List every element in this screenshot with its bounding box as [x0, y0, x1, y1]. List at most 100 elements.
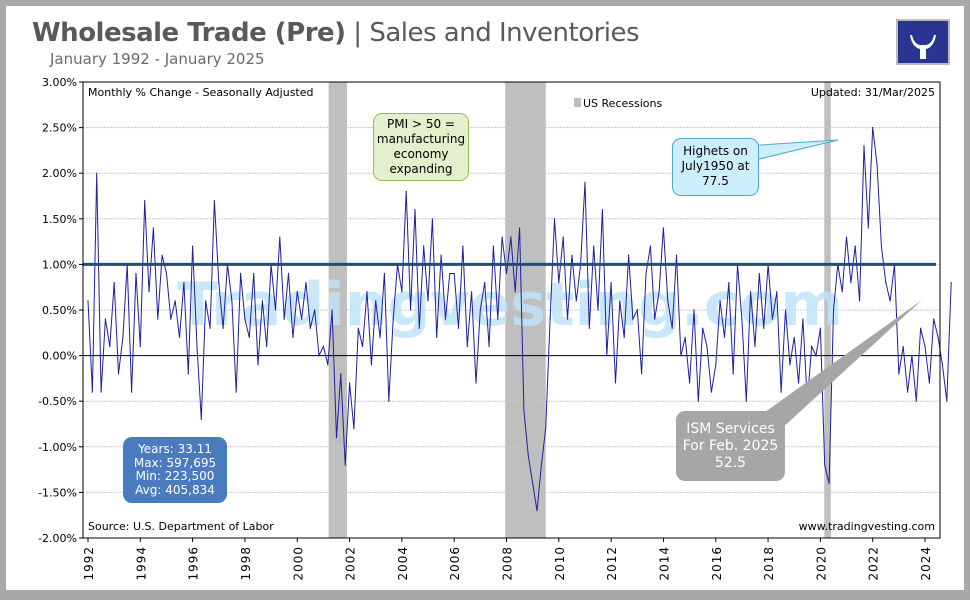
data-point	[715, 364, 717, 366]
data-point	[366, 291, 368, 293]
data-point	[697, 400, 699, 402]
x-tick-label: 2024	[919, 546, 933, 581]
data-point	[514, 291, 516, 293]
data-point	[388, 400, 390, 402]
stats-max: Max: 597,695	[133, 455, 217, 470]
x-tick-label: 1996	[187, 546, 201, 581]
ism-pointer	[765, 300, 922, 430]
data-point	[667, 300, 669, 302]
data-point	[257, 364, 259, 366]
data-point	[649, 245, 651, 247]
y-tick-label: 1.50%	[42, 213, 77, 226]
data-point	[802, 318, 804, 320]
data-point	[510, 236, 512, 238]
data-point	[571, 254, 573, 256]
pmi-line: PMI > 50 =	[387, 117, 455, 131]
data-point	[750, 291, 752, 293]
data-point	[484, 282, 486, 284]
data-point	[684, 336, 686, 338]
data-point	[645, 272, 647, 275]
data-point	[885, 282, 887, 284]
data-point	[937, 336, 939, 338]
data-point	[205, 300, 207, 302]
data-point	[178, 336, 181, 338]
highest-line: 77.5	[702, 174, 729, 188]
data-point	[165, 272, 168, 275]
data-point	[174, 300, 176, 302]
data-point	[335, 437, 338, 439]
data-point	[157, 318, 159, 320]
data-point	[728, 282, 730, 284]
data-point	[109, 345, 111, 348]
data-point	[610, 282, 612, 284]
y-tick-label: -0.50%	[38, 395, 77, 408]
data-point	[379, 336, 381, 338]
data-point	[301, 318, 303, 320]
data-point	[784, 309, 787, 311]
top-left-note: Monthly % Change - Seasonally Adjusted	[88, 86, 313, 99]
data-point	[719, 300, 721, 302]
data-point	[357, 327, 359, 329]
data-point	[536, 510, 538, 512]
pmi-line: economy	[393, 147, 449, 161]
stats-box: Years: 33.11 Max: 597,695 Min: 223,500 Avg:…	[123, 437, 227, 503]
ism-line: ISM Services	[686, 421, 775, 437]
data-point	[305, 282, 307, 284]
x-tick-label: 1992	[82, 546, 96, 581]
data-point	[427, 300, 429, 302]
data-point	[758, 272, 760, 275]
data-point	[144, 199, 146, 202]
data-point	[213, 199, 216, 202]
y-tick-label: -1.50%	[38, 486, 77, 499]
stats-years: Years: 33.11	[138, 442, 212, 456]
pmi-callout: PMI > 50 = manufacturing economy expanding	[373, 113, 469, 181]
data-point	[200, 418, 202, 421]
data-point	[440, 254, 442, 256]
data-point	[832, 309, 835, 311]
data-point	[279, 236, 281, 238]
data-point	[627, 254, 630, 256]
data-point	[409, 309, 412, 311]
data-point	[776, 291, 778, 293]
data-point	[593, 245, 595, 247]
data-point	[479, 309, 481, 311]
data-point	[924, 345, 926, 348]
data-point	[274, 309, 277, 311]
data-point	[457, 327, 460, 329]
data-point	[636, 309, 638, 311]
data-point	[492, 245, 495, 247]
data-point	[471, 291, 473, 293]
data-point	[859, 300, 861, 302]
data-point	[130, 391, 133, 393]
x-tick-label: 2008	[501, 546, 515, 581]
data-point	[222, 327, 224, 329]
data-point	[811, 345, 813, 348]
data-point	[532, 482, 534, 484]
data-point	[135, 272, 137, 275]
data-point	[872, 127, 874, 129]
data-point	[231, 300, 233, 302]
data-point	[122, 336, 124, 338]
data-point	[348, 382, 351, 384]
data-point	[845, 236, 848, 238]
data-point	[100, 391, 102, 393]
data-point	[353, 427, 355, 430]
data-point	[449, 272, 451, 275]
data-point	[710, 391, 712, 393]
pmi-line: manufacturing	[376, 132, 466, 146]
data-point	[566, 318, 569, 320]
x-tick-label: 1994	[134, 546, 148, 581]
data-point	[196, 345, 198, 348]
data-point	[763, 327, 765, 329]
source-note: Source: U.S. Department of Labor	[88, 520, 274, 533]
data-point	[754, 345, 756, 348]
data-point	[248, 336, 250, 338]
data-point	[436, 336, 438, 338]
data-point	[87, 300, 89, 302]
data-point	[239, 272, 242, 275]
data-point	[209, 327, 211, 329]
legend-swatch	[574, 98, 581, 107]
data-point	[889, 300, 891, 302]
data-point	[370, 364, 372, 366]
data-point	[183, 282, 185, 284]
